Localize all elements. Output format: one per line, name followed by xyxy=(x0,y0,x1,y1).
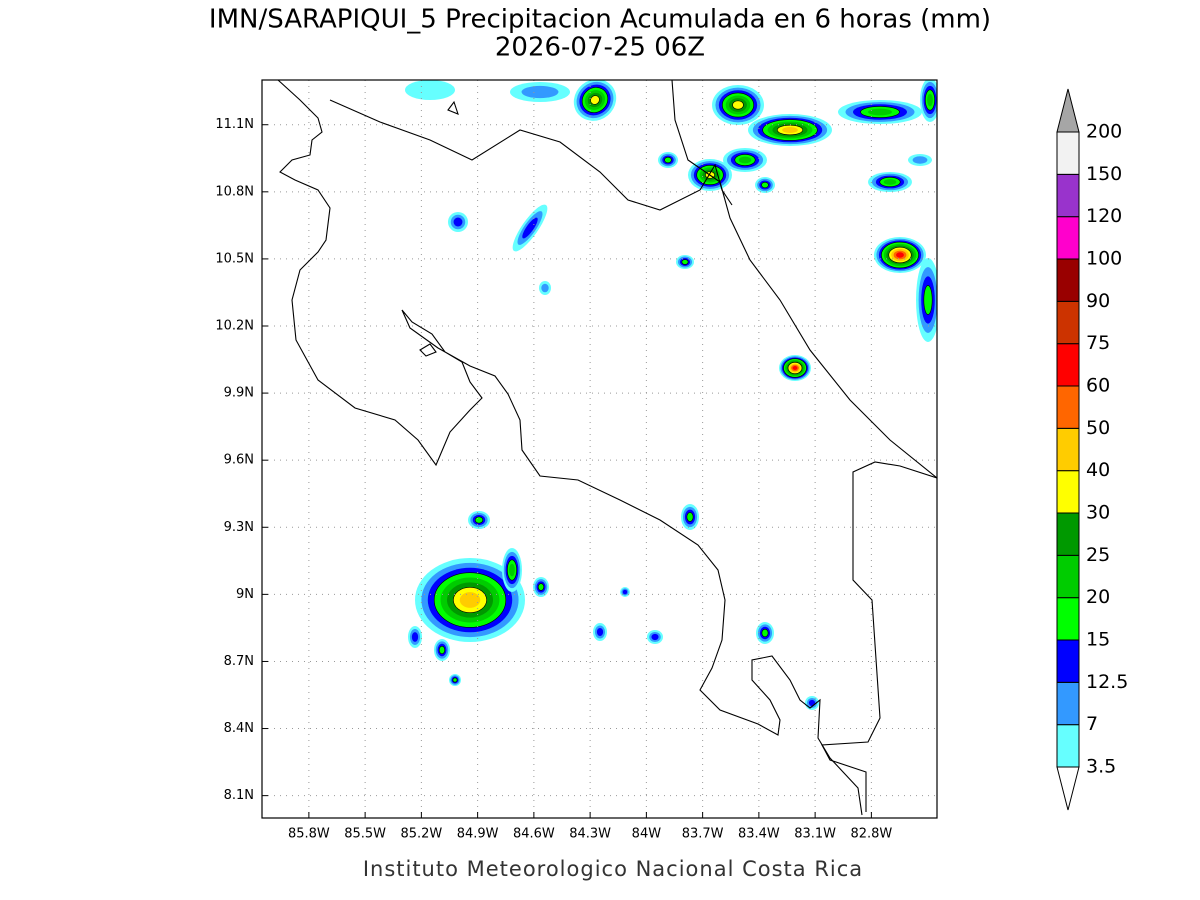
x-tick-label: 83.1W xyxy=(794,827,836,842)
rain-contour xyxy=(883,179,897,185)
rain-contour xyxy=(522,217,538,239)
y-tick-label: 10.2N xyxy=(215,319,254,334)
colorbar-label: 7 xyxy=(1086,713,1098,735)
rain-contour xyxy=(927,93,933,107)
colorbar-box xyxy=(1056,470,1080,514)
rain-contour xyxy=(792,366,798,370)
rain-contour xyxy=(438,645,446,655)
colorbar-box xyxy=(1056,554,1080,599)
colorbar-label: 15 xyxy=(1086,629,1110,651)
x-tick-label: 85.8W xyxy=(288,827,330,842)
x-tick-label: 83.4W xyxy=(738,827,780,842)
rain-contour xyxy=(896,252,904,258)
lake xyxy=(419,100,459,357)
rain-contour xyxy=(686,512,694,522)
colorbar-box xyxy=(1056,173,1080,218)
rain-contour xyxy=(868,108,892,116)
colorbar-box xyxy=(1056,512,1080,556)
rain-contour xyxy=(664,156,672,164)
colorbar-label: 75 xyxy=(1086,332,1110,354)
map-subtitle: 2026-07-25 06Z xyxy=(495,33,705,63)
colorbar: 3.5 7 12.5 15 20 25 30 40 50 60 75 90 100 120 150 200 xyxy=(1056,88,1128,811)
rain-contour xyxy=(782,127,798,133)
coastline xyxy=(277,80,863,816)
rain-contour xyxy=(738,156,752,164)
x-tick-label: 85.2W xyxy=(400,827,442,842)
colorbar-box xyxy=(1056,597,1080,641)
rain-contour xyxy=(509,563,515,577)
rain-contour xyxy=(651,633,659,641)
y-tick-label: 9.9N xyxy=(224,386,254,401)
rain-contour xyxy=(405,80,455,100)
colorbar-box xyxy=(1056,216,1080,260)
x-tick-label: 84.9W xyxy=(457,827,499,842)
rain-contour xyxy=(537,583,545,591)
rain-contour xyxy=(541,283,549,293)
x-tick-label: 84.6W xyxy=(513,827,555,842)
colorbar-box xyxy=(1056,343,1080,387)
coastlines xyxy=(277,80,937,816)
colorbar-box xyxy=(1056,639,1080,683)
colorbar-box xyxy=(1056,300,1080,345)
map-title: IMN/SARAPIQUI_5 Precipitacion Acumulada … xyxy=(209,5,991,35)
colorbar-label: 150 xyxy=(1086,163,1122,185)
coastline xyxy=(671,80,937,479)
colorbar-box xyxy=(1056,427,1080,472)
rain-contour xyxy=(923,285,933,315)
colorbar-box xyxy=(1056,258,1080,302)
x-tick-label: 84.3W xyxy=(569,827,611,842)
colorbar-label: 120 xyxy=(1086,205,1122,227)
colorbar-label: 20 xyxy=(1086,586,1110,608)
border xyxy=(821,461,937,812)
colorbar-label: 200 xyxy=(1086,121,1122,143)
colorbar-label: 25 xyxy=(1086,544,1110,566)
x-tick-label: 83.7W xyxy=(682,827,724,842)
y-tick-label: 8.1N xyxy=(224,788,254,803)
rain-contour xyxy=(411,632,419,642)
y-tick-label: 9.3N xyxy=(224,520,254,535)
colorbar-box xyxy=(1056,724,1080,768)
y-tick-label: 10.8N xyxy=(215,184,254,199)
map-frame xyxy=(261,79,938,819)
rain-contour xyxy=(622,589,628,595)
colorbar-label: 3.5 xyxy=(1086,756,1116,778)
colorbar-label: 50 xyxy=(1086,417,1110,439)
y-tick-label: 9N xyxy=(236,587,254,602)
footer: Instituto Meteorologico Nacional Costa R… xyxy=(363,857,863,881)
colorbar-box xyxy=(1056,681,1080,726)
colorbar-label: 40 xyxy=(1086,459,1110,481)
colorbar-label: 30 xyxy=(1086,502,1110,524)
colorbar-box xyxy=(1056,131,1080,175)
rain-contour xyxy=(453,217,463,227)
y-tick-label: 8.4N xyxy=(224,721,254,736)
colorbar-box xyxy=(1056,385,1080,429)
rain-contour xyxy=(681,259,689,265)
rain-contour xyxy=(474,516,484,524)
x-tick-label: 84W xyxy=(632,827,662,842)
rain-contour xyxy=(590,95,600,105)
y-tick-label: 9.6N xyxy=(224,453,254,468)
rain-contour xyxy=(521,85,559,99)
y-tick-label: 10.5N xyxy=(215,251,254,266)
rain-contour xyxy=(761,181,769,189)
border xyxy=(329,99,733,211)
rain-contour xyxy=(459,592,481,608)
rain-contour xyxy=(912,156,928,164)
rain-contour xyxy=(596,628,604,636)
x-tick-label: 85.5W xyxy=(344,827,386,842)
colorbar-label: 60 xyxy=(1086,375,1110,397)
colorbar-label: 12.5 xyxy=(1086,671,1128,693)
x-tick-label: 82.8W xyxy=(850,827,892,842)
y-tick-label: 11.1N xyxy=(215,117,254,132)
colorbar-label: 90 xyxy=(1086,290,1110,312)
rain-contour xyxy=(452,677,458,683)
colorbar-label: 100 xyxy=(1086,248,1122,270)
rain-contour xyxy=(761,628,769,638)
y-tick-label: 8.7N xyxy=(224,654,254,669)
axes: 85.8W 85.5W 85.2W 84.9W 84.6W 84.3W 84W 83.7W 83… xyxy=(215,117,892,841)
rain-contour xyxy=(732,100,744,110)
